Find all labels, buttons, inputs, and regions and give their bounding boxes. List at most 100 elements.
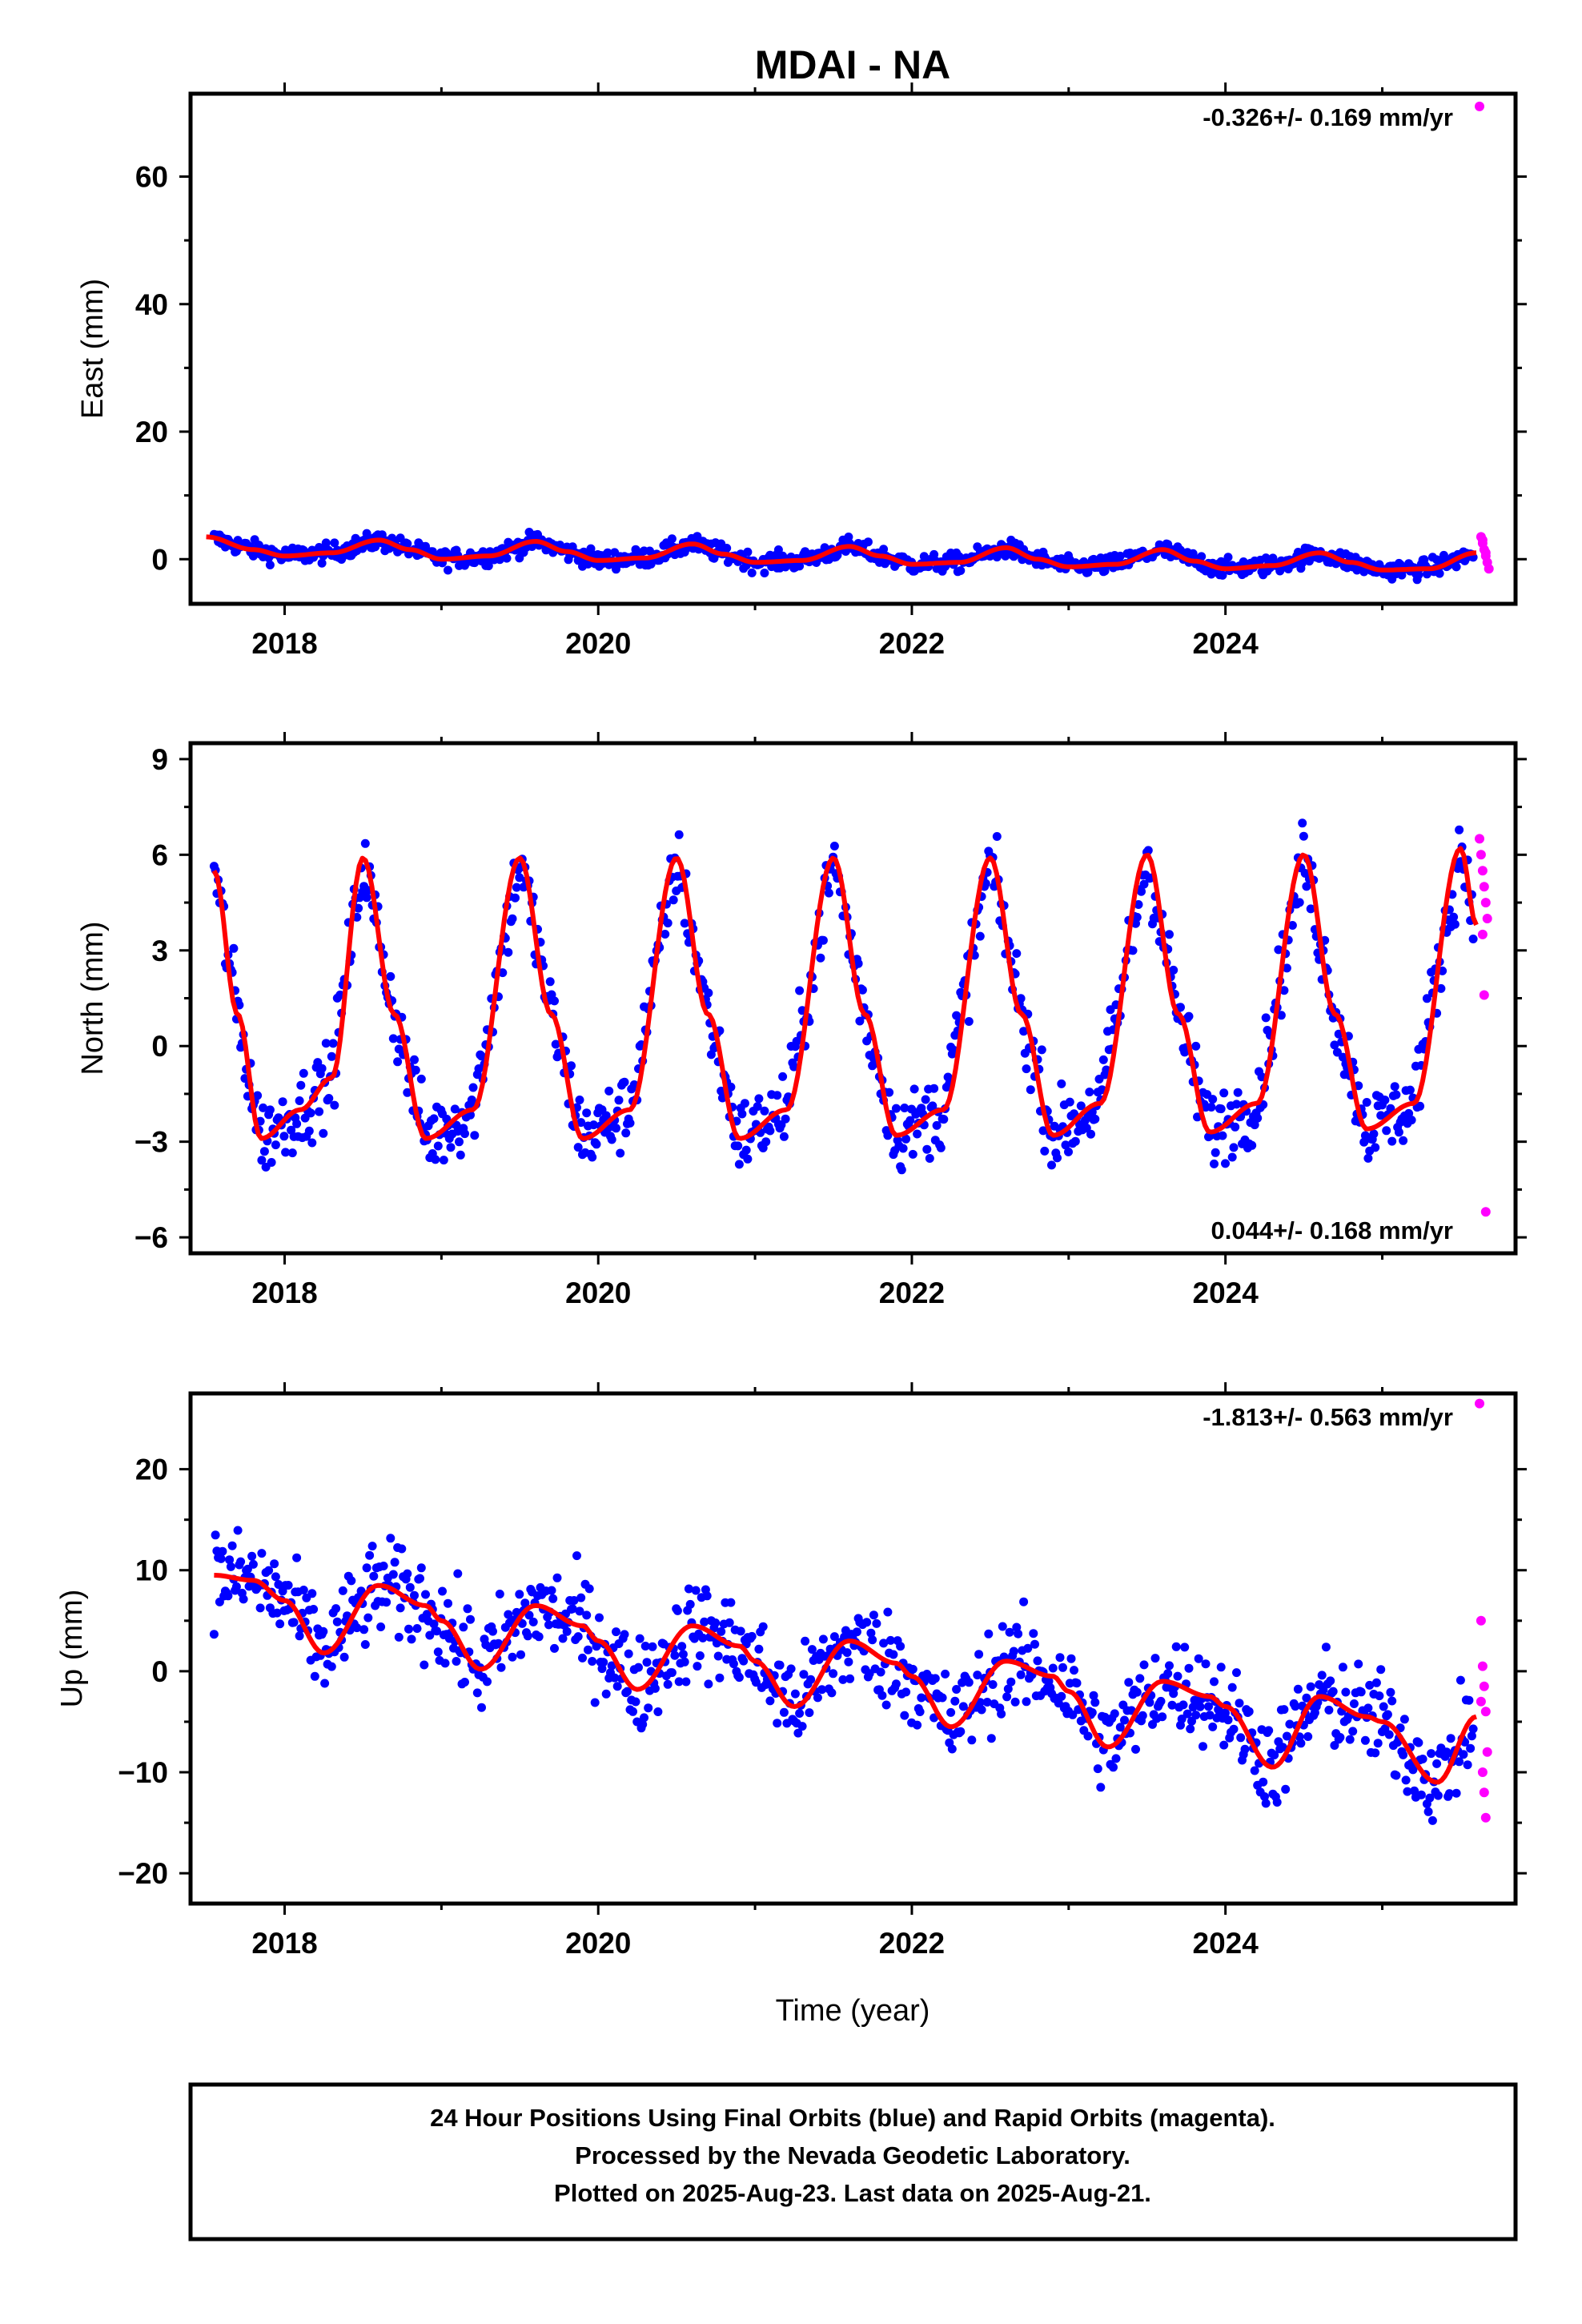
final-point xyxy=(1362,1098,1371,1107)
final-point xyxy=(1415,1101,1425,1111)
final-point xyxy=(339,1652,349,1662)
final-point xyxy=(897,1165,906,1175)
rapid-point xyxy=(1484,564,1494,574)
final-point xyxy=(1354,1659,1363,1669)
final-point xyxy=(1371,1748,1380,1758)
final-point xyxy=(1128,946,1138,955)
final-point xyxy=(287,1148,297,1158)
final-point xyxy=(265,561,275,569)
final-point xyxy=(393,1057,403,1067)
north-panel: 2018 2020 2022 2024 −6 −3 0 3 6 9 North (mm) 0.044+… xyxy=(76,732,1527,1309)
final-point xyxy=(1110,1709,1119,1719)
final-point xyxy=(470,1131,480,1140)
final-point xyxy=(1359,567,1369,577)
final-point xyxy=(754,1094,764,1104)
final-point xyxy=(1218,570,1227,580)
final-point xyxy=(952,1685,962,1694)
final-point xyxy=(789,1062,799,1072)
final-point xyxy=(680,1657,689,1667)
final-point xyxy=(845,1674,855,1683)
final-point xyxy=(520,1598,530,1608)
final-point xyxy=(799,1670,809,1679)
final-point xyxy=(958,1702,968,1711)
final-point xyxy=(304,1126,314,1136)
final-point xyxy=(416,1074,426,1084)
final-point xyxy=(1468,1724,1478,1734)
final-point xyxy=(255,1603,265,1613)
y-tick-label: 9 xyxy=(151,743,168,776)
final-point xyxy=(601,1111,611,1120)
model-line xyxy=(211,846,1479,1141)
final-point xyxy=(872,1618,881,1628)
final-point xyxy=(612,1124,620,1133)
final-point xyxy=(317,558,327,568)
final-point xyxy=(1019,1027,1029,1036)
final-point xyxy=(450,1104,460,1114)
final-point xyxy=(1427,1749,1436,1759)
final-point xyxy=(1260,1792,1269,1801)
up-panel: 2018 2020 2022 2024 −20 −10 0 10 20 Up (mm) -1.813… xyxy=(55,1382,1527,1960)
final-point xyxy=(1463,1760,1472,1770)
final-point xyxy=(1349,1699,1359,1708)
final-point xyxy=(915,1707,925,1716)
final-point xyxy=(765,1696,775,1706)
final-point xyxy=(1335,1733,1345,1742)
final-point xyxy=(1317,1671,1327,1680)
final-point xyxy=(852,1627,861,1637)
final-point xyxy=(595,1613,604,1622)
final-point xyxy=(405,1582,415,1592)
final-point xyxy=(233,1526,243,1535)
final-point xyxy=(896,1642,905,1651)
final-point xyxy=(438,1586,447,1596)
final-point xyxy=(797,1722,807,1731)
final-point xyxy=(747,1631,757,1641)
final-point xyxy=(338,1586,347,1595)
final-point xyxy=(653,1707,663,1716)
final-point xyxy=(428,547,437,557)
final-point xyxy=(460,1129,469,1139)
final-point xyxy=(1167,1700,1177,1710)
final-point xyxy=(1087,1708,1097,1717)
final-point xyxy=(734,1673,744,1683)
final-point xyxy=(1086,1129,1095,1139)
final-point xyxy=(524,1610,534,1620)
final-point xyxy=(550,996,559,1006)
final-point xyxy=(379,1562,388,1570)
final-point xyxy=(367,1542,377,1551)
final-point xyxy=(582,1108,592,1118)
final-point xyxy=(239,1594,248,1604)
final-point xyxy=(382,1598,391,1607)
final-point xyxy=(765,1126,775,1136)
final-point xyxy=(743,547,753,557)
final-point xyxy=(272,1608,282,1618)
final-point xyxy=(1422,994,1431,1003)
final-point xyxy=(567,1061,576,1071)
final-point xyxy=(829,1632,839,1642)
final-point xyxy=(1394,1128,1403,1137)
final-point xyxy=(1180,1642,1190,1652)
final-point xyxy=(853,959,863,968)
x-tick-label: 2024 xyxy=(1193,1277,1259,1309)
final-point xyxy=(702,1591,712,1601)
x-tick-label: 2022 xyxy=(879,627,945,660)
final-point xyxy=(685,1599,695,1609)
final-point xyxy=(737,1109,747,1119)
final-point xyxy=(416,1574,424,1583)
final-point xyxy=(900,1711,909,1720)
final-point xyxy=(1061,1140,1070,1150)
rate-label: -1.813+/- 0.563 mm/yr xyxy=(1203,1403,1453,1431)
final-point xyxy=(397,1544,407,1554)
final-point xyxy=(547,1586,556,1595)
final-point xyxy=(1145,1698,1154,1707)
final-point xyxy=(1446,1734,1456,1743)
final-point xyxy=(453,1569,463,1578)
final-point xyxy=(612,1627,620,1637)
final-point xyxy=(977,1705,986,1715)
final-point xyxy=(661,930,670,939)
final-point xyxy=(1076,1101,1086,1111)
final-point xyxy=(634,1663,643,1672)
rapid-point xyxy=(1475,834,1484,844)
final-point xyxy=(1338,1052,1347,1062)
footer-box: 24 Hour Positions Using Final Orbits (bl… xyxy=(188,2082,1518,2242)
final-point xyxy=(883,1607,893,1617)
